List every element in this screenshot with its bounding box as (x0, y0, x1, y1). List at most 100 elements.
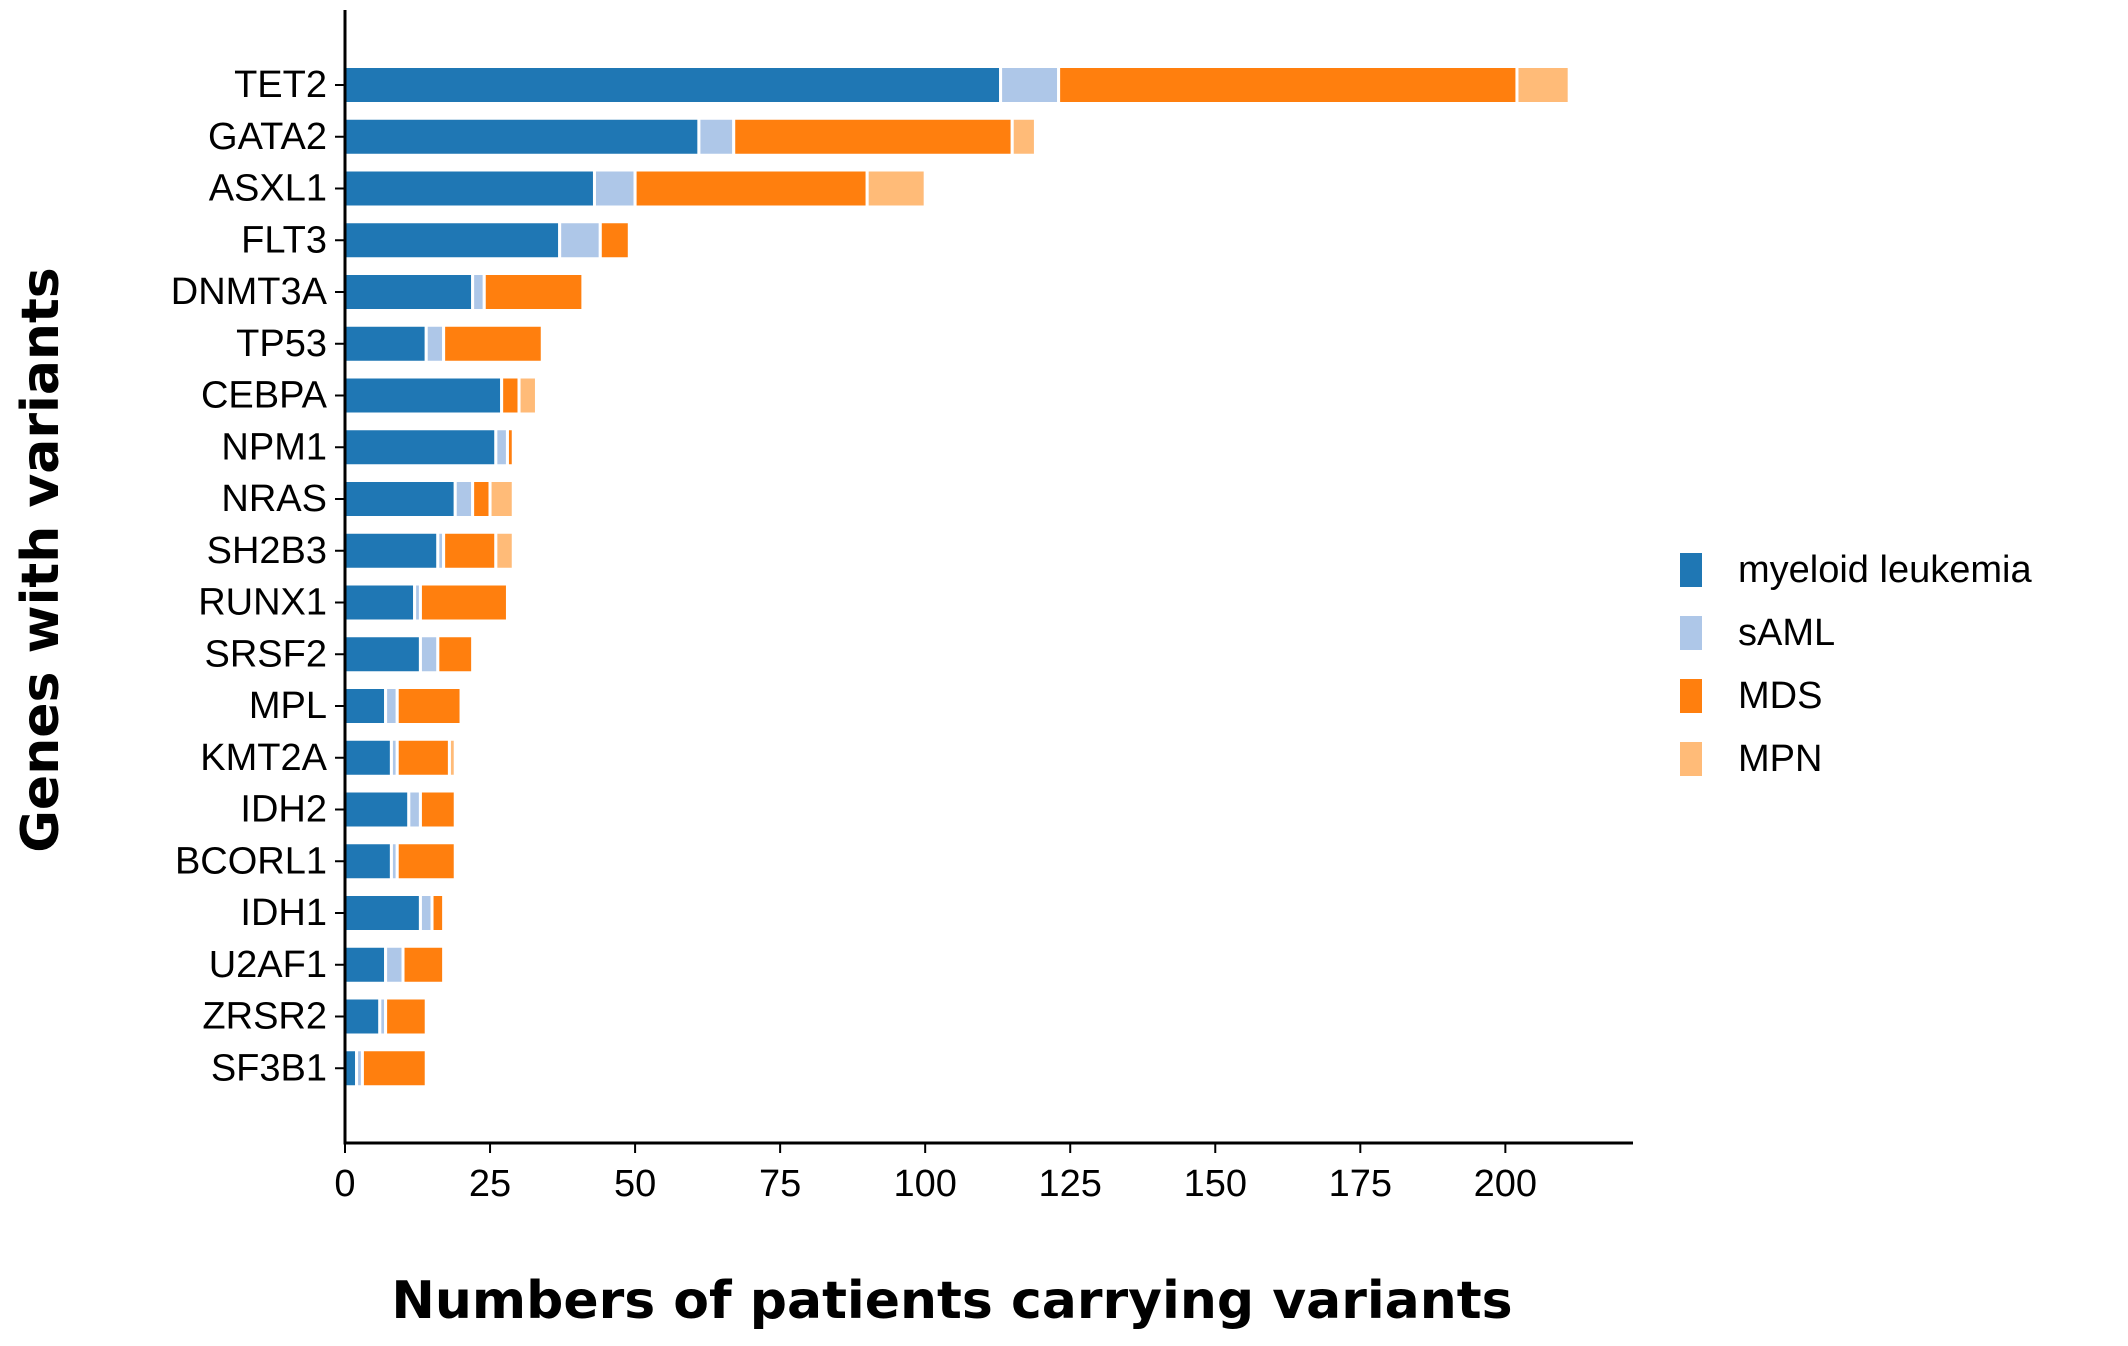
category-label: DNMT3A (171, 271, 328, 313)
bar-kmt2a-series-3 (447, 737, 457, 778)
bar-cebpa-series-3 (517, 375, 538, 416)
bar-nras-series-3 (488, 479, 515, 519)
bar-asxl1-series-3 (865, 168, 927, 209)
bar-npm1-series-0 (343, 427, 498, 468)
bar-nras-series-2 (471, 479, 492, 519)
bar-npm1-series-1 (494, 427, 509, 468)
bar-dnmt3a-series-2 (482, 272, 585, 312)
bar-idh2-series-1 (407, 789, 422, 830)
bar-tet2-series-3 (1515, 65, 1571, 105)
category-label: IDH1 (240, 892, 327, 934)
category-label: NRAS (221, 478, 327, 520)
bar-flt3-series-1 (558, 220, 602, 261)
bar-asxl1-series-1 (592, 168, 637, 209)
bar-npm1-series-2 (505, 427, 515, 468)
bar-u2af1-series-0 (343, 944, 388, 985)
bar-nras-series-0 (343, 479, 457, 519)
bar-tp53-series-2 (442, 323, 544, 364)
bar-mpl-series-2 (395, 686, 463, 726)
category-label: FLT3 (241, 219, 327, 261)
category-label: SRSF2 (205, 633, 327, 675)
legend-label: MDS (1738, 675, 1822, 717)
bar-flt3-series-0 (343, 220, 562, 261)
bar-sh2b3-series-3 (494, 530, 515, 571)
legend-label: MPN (1738, 738, 1822, 780)
category-label: MPL (249, 685, 327, 727)
bar-kmt2a-series-0 (343, 737, 393, 778)
bar-gata2-series-1 (697, 116, 736, 157)
x-tick-label: 50 (614, 1163, 656, 1205)
bar-u2af1-series-1 (384, 944, 405, 985)
bar-sf3b1-series-2 (360, 1048, 428, 1089)
bar-srsf2-series-0 (343, 634, 422, 675)
category-label: SH2B3 (207, 530, 327, 572)
bar-bcorl1-series-0 (343, 841, 393, 882)
bar-flt3-series-2 (598, 220, 631, 261)
category-label: U2AF1 (209, 944, 327, 986)
legend-label: myeloid leukemia (1738, 549, 2032, 591)
legend-swatch (1680, 742, 1702, 776)
bar-tp53-series-0 (343, 323, 428, 364)
x-tick-label: 150 (1184, 1163, 1247, 1205)
bars-group (343, 65, 1571, 1089)
bar-tet2-series-2 (1057, 65, 1519, 105)
bar-sf3b1-series-0 (343, 1048, 359, 1089)
bar-asxl1-series-2 (633, 168, 869, 209)
legend: myeloid leukemia sAML MDS MPN (1680, 549, 2032, 780)
category-label: GATA2 (208, 116, 327, 158)
bar-gata2-series-0 (343, 116, 701, 157)
x-tick-label: 0 (334, 1163, 355, 1205)
bar-gata2-series-3 (1010, 116, 1037, 157)
bar-dnmt3a-series-1 (471, 272, 486, 312)
bar-idh1-series-2 (430, 893, 446, 933)
bar-runx1-series-2 (418, 582, 509, 623)
legend-label: sAML (1738, 612, 1835, 654)
bar-kmt2a-series-2 (395, 737, 451, 778)
category-label: TP53 (236, 323, 327, 365)
bar-dnmt3a-series-0 (343, 272, 475, 312)
bar-bcorl1-series-2 (395, 841, 457, 882)
category-label: IDH2 (240, 789, 327, 831)
category-label: RUNX1 (198, 582, 327, 624)
category-label: SF3B1 (211, 1047, 327, 1089)
bar-gata2-series-2 (732, 116, 1014, 157)
x-tick-label: 75 (759, 1163, 801, 1205)
bar-idh2-series-0 (343, 789, 411, 830)
bar-sh2b3-series-2 (442, 530, 498, 571)
x-ticks: 0 25 50 75 100 125 150 175 200 (334, 1143, 1537, 1205)
x-tick-label: 125 (1039, 1163, 1102, 1205)
category-label: KMT2A (200, 737, 327, 779)
y-axis-title: Genes with variants (11, 267, 71, 853)
bar-sh2b3-series-0 (343, 530, 440, 571)
bar-nras-series-1 (453, 479, 475, 519)
category-label: ASXL1 (209, 168, 327, 210)
category-label: ZRSR2 (202, 996, 327, 1038)
x-tick-label: 200 (1474, 1163, 1537, 1205)
bar-cebpa-series-0 (343, 375, 504, 416)
bar-asxl1-series-0 (343, 168, 596, 209)
bar-srsf2-series-2 (436, 634, 475, 675)
bar-idh1-series-1 (418, 893, 434, 933)
category-label: NPM1 (221, 426, 327, 468)
category-labels: TET2 GATA2 ASXL1 FLT3 DNMT3A TP53 CEBPA NPM1 NRA… (171, 64, 345, 1089)
bar-tp53-series-1 (424, 323, 446, 364)
category-label: BCORL1 (175, 840, 327, 882)
x-tick-label: 25 (469, 1163, 511, 1205)
bar-idh1-series-0 (343, 893, 422, 933)
bar-mpl-series-1 (384, 686, 399, 726)
legend-swatch (1680, 679, 1702, 713)
bar-tet2-series-0 (343, 65, 1003, 105)
category-label: CEBPA (201, 375, 328, 417)
bar-srsf2-series-1 (418, 634, 440, 675)
bar-mpl-series-0 (343, 686, 388, 726)
bar-idh2-series-2 (418, 789, 457, 830)
bar-u2af1-series-2 (401, 944, 446, 985)
bar-zrsr2-series-0 (343, 996, 382, 1037)
legend-swatch (1680, 616, 1702, 650)
x-axis-title: Numbers of patients carrying variants (391, 1271, 1512, 1331)
x-tick-label: 100 (893, 1163, 956, 1205)
legend-swatch (1680, 553, 1702, 587)
x-tick-label: 175 (1329, 1163, 1392, 1205)
bar-tet2-series-1 (999, 65, 1061, 105)
